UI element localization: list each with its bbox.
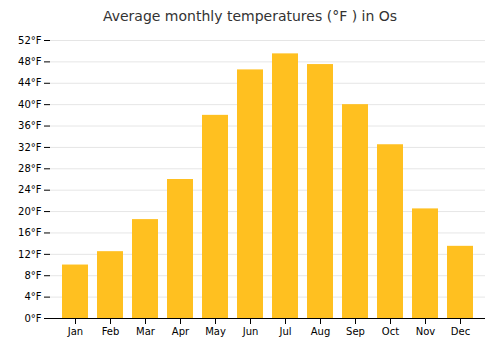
svg-text:16°F: 16°F [18, 227, 42, 238]
svg-text:20°F: 20°F [18, 206, 42, 217]
svg-text:Jan: Jan [67, 326, 83, 337]
svg-text:Dec: Dec [451, 326, 470, 337]
svg-text:40°F: 40°F [18, 99, 42, 110]
svg-text:Sep: Sep [346, 326, 365, 337]
svg-text:28°F: 28°F [18, 163, 42, 174]
svg-text:52°F: 52°F [18, 35, 42, 46]
svg-text:Feb: Feb [102, 326, 120, 337]
svg-text:Jun: Jun [242, 326, 259, 337]
svg-text:Aug: Aug [311, 326, 331, 337]
svg-text:44°F: 44°F [18, 77, 42, 88]
svg-text:32°F: 32°F [18, 142, 42, 153]
svg-text:Mar: Mar [136, 326, 156, 337]
html-text:Average monthly temperatures (: Average monthly temperatures (°F ) in Os [102, 8, 398, 24]
svg-text:48°F: 48°F [18, 56, 42, 67]
svg-text:Jul: Jul [278, 326, 291, 337]
svg-text:24°F: 24°F [18, 184, 42, 195]
svg-text:Oct: Oct [382, 326, 399, 337]
svg-text:May: May [205, 326, 226, 337]
svg-text:8°F: 8°F [24, 270, 41, 281]
svg-text:12°F: 12°F [18, 249, 42, 260]
svg-text:Nov: Nov [416, 326, 436, 337]
svg-text:36°F: 36°F [18, 120, 42, 131]
svg-text:4°F: 4°F [24, 291, 41, 302]
svg-text:Apr: Apr [172, 326, 190, 337]
svg-text:0°F: 0°F [24, 313, 41, 324]
